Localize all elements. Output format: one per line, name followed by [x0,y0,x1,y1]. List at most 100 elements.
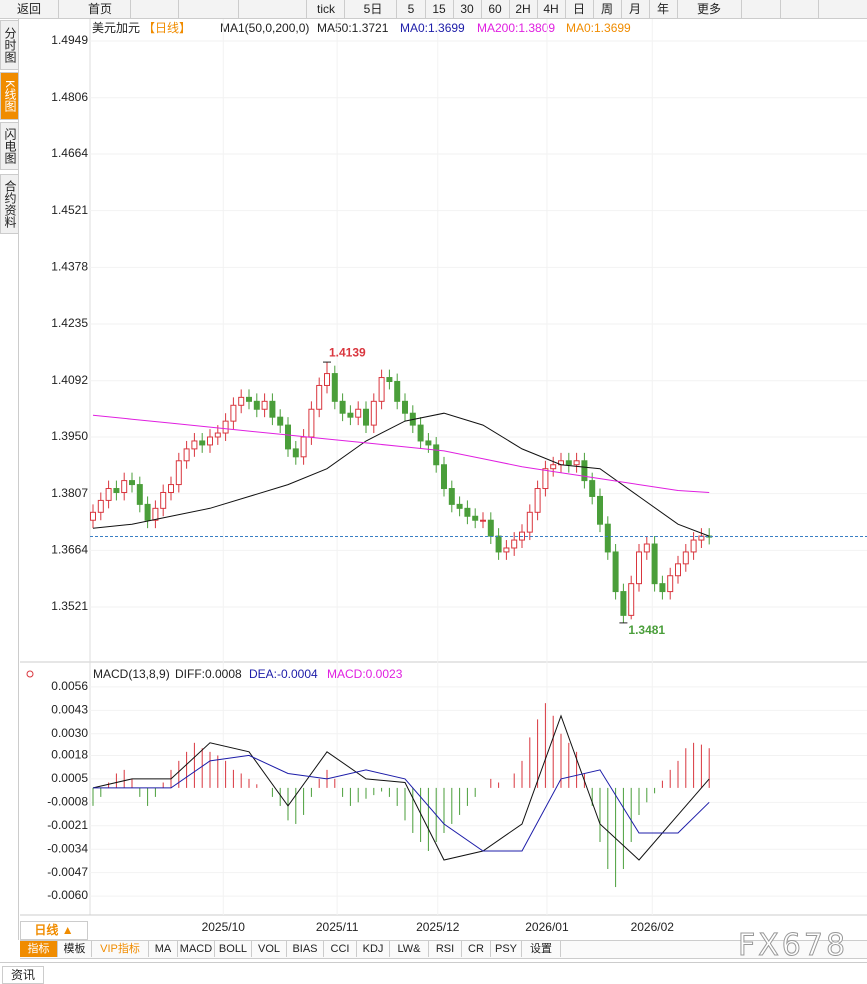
indicator-tab[interactable]: BIAS [287,941,324,957]
candle-body [253,400,260,410]
candle-body [386,377,393,383]
y-tick-label: 0.0043 [51,703,88,717]
footer-tab[interactable]: 资讯 [2,966,44,984]
y-tick-label: 0.0056 [51,679,88,693]
indicator-tab[interactable]: MA [149,941,178,957]
toolbar-icon[interactable] [742,0,781,18]
toolbar-button[interactable]: 日 [565,0,594,18]
candle-body [667,575,674,593]
candle-body [573,460,580,466]
toolbar-button[interactable]: 5 [397,0,426,18]
candle-body [347,412,354,418]
candle-body [331,373,338,402]
legend-entry: MA0:1.3699 [400,21,465,35]
tab-bar [20,940,867,959]
toolbar-button[interactable]: tick [308,0,345,18]
indicator-tab[interactable]: RSI [429,941,462,957]
indicator-tab[interactable]: KDJ [357,941,390,957]
candle-body [394,381,401,402]
y-tick-label: 1.3950 [51,429,88,443]
candle-body [370,400,377,426]
legend-entry: MA200:1.3809 [477,21,555,35]
candle-body [339,400,346,414]
sidebar-tab[interactable]: 闪电图 [0,122,19,170]
toolbar-button[interactable]: 月 [621,0,650,18]
legend-entry: 美元加元 [92,21,140,35]
candle-body [183,448,190,462]
y-tick-label: -0.0060 [47,888,88,902]
indicator-tab[interactable]: BOLL [215,941,252,957]
settings-icon [26,670,34,678]
indicator-tab[interactable]: PSY [491,941,522,957]
candle-body [246,396,252,402]
sidebar-tab[interactable]: 分时图 [0,20,19,70]
candle-body [581,460,588,482]
toolbar-icon[interactable] [780,0,819,18]
candle-body [636,551,642,585]
indicator-tab[interactable]: 模板 [58,941,92,957]
candle-body [565,460,572,466]
toolbar-button[interactable]: 更多 [677,0,742,18]
y-tick-label: 1.3664 [51,543,88,557]
indicator-tab[interactable]: 指标 [20,941,58,957]
footer-rule [0,962,867,963]
toolbar-button[interactable]: 返回 [0,0,59,18]
indicator-line [92,412,710,537]
candle-body [604,523,611,553]
toolbar-button[interactable]: 首页 [70,0,131,18]
candle-body [526,511,533,533]
indicator-tab[interactable]: 设置 [522,941,561,957]
candle-body [417,424,424,442]
toolbar-button[interactable]: 周 [593,0,622,18]
sidebar-tab[interactable]: K线图 [0,72,19,120]
legend-entry: 【日线】 [143,21,191,35]
indicator-tab[interactable]: VOL [252,941,287,957]
candle-body [503,547,510,553]
candle-body [222,420,229,434]
candle-body [425,440,432,446]
toolbar-button[interactable]: 60 [481,0,510,18]
y-tick-label: -0.0021 [47,818,88,832]
candle-body [97,499,104,513]
toolbar-button[interactable]: 5日 [350,0,397,18]
indicator-line [92,414,710,493]
candle-body [651,543,658,585]
candle-body [597,495,603,525]
toolbar-icon[interactable] [818,0,867,18]
candle-body [277,416,284,426]
candle-body [534,488,541,513]
candle-body [207,436,213,446]
candle-body [612,551,619,593]
toolbar-button[interactable]: 年 [649,0,678,18]
sidebar-tab[interactable]: 合约资料 [0,174,19,234]
candle-body [144,503,151,521]
candle-body [175,460,182,486]
toolbar-icon[interactable] [240,0,307,18]
candle-body [90,511,96,521]
legend-entry: MA50:1.3721 [317,21,389,35]
candle-body [316,384,323,410]
indicator-tab[interactable]: VIP指标 [92,941,149,957]
candle-body [113,488,120,493]
y-tick-label: 1.4378 [51,260,88,274]
indicator-tab[interactable]: LW& [390,941,429,957]
candle-body [285,424,291,450]
candle-body [495,535,502,553]
candle-body [433,444,440,466]
toolbar-button[interactable]: 15 [425,0,454,18]
indicator-tab[interactable]: MACD [178,941,215,957]
toolbar-button[interactable]: 2H [509,0,538,18]
toolbar-icon[interactable] [178,0,239,18]
indicator-tab[interactable]: CCI [324,941,357,957]
y-tick-label: 1.4664 [51,146,88,160]
toolbar-button[interactable]: 30 [453,0,482,18]
period-button[interactable]: 日线 ▲ [20,921,88,940]
x-tick-label: 2025/12 [416,920,460,934]
candle-body [620,591,627,616]
toolbar [0,0,867,19]
toolbar-button[interactable]: 4H [537,0,566,18]
candle-body [160,491,167,509]
indicator-tab[interactable]: CR [462,941,491,957]
max-label: 1.4139 [329,345,366,359]
toolbar-icon[interactable] [130,0,179,18]
